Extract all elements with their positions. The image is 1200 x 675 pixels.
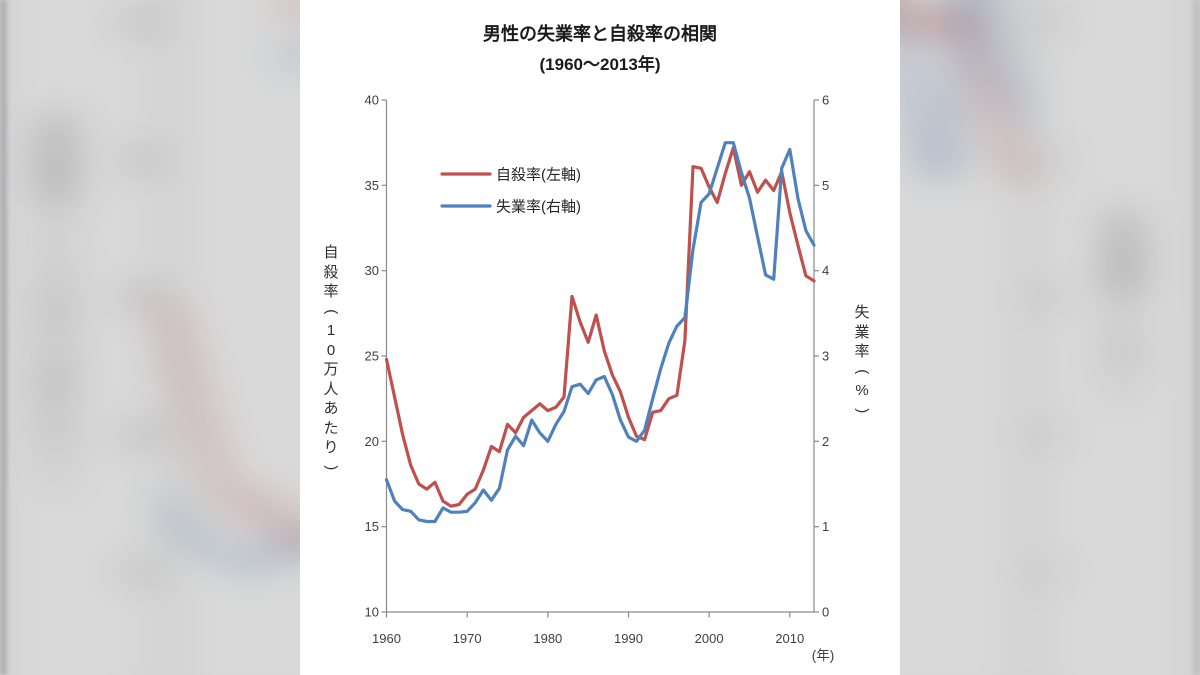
legend-label-unemployment-rate: 失業率(右軸) [496,199,581,216]
left-tick-label: 15 [365,519,379,534]
right-tick-label: 1 [822,519,829,534]
svg-text:20: 20 [124,424,153,447]
suicide-rate-line [384,146,816,508]
right-tick-label: 3 [822,349,829,364]
x-tick-label: 1990 [614,631,643,646]
legend-label-suicide-rate: 自殺率(左軸) [496,167,581,184]
right-axis-title: 失業率(%) [853,304,871,413]
chart-panel: 男性の失業率と自殺率の相関 (1960〜2013年) 自殺率(1 0 万人あたり) … [300,0,900,675]
right-tick-label: 4 [822,263,829,278]
chart-title: 男性の失業率と自殺率の相関 [483,24,717,44]
right-tick-label: 6 [822,93,829,108]
left-axis-title: 自殺率(1 0 万人あたり) [322,244,340,470]
svg-text:2: 2 [1043,424,1058,447]
svg-text:1: 1 [1043,561,1058,584]
left-tick-label: 40 [365,93,379,108]
left-tick-label: 20 [365,434,379,449]
x-tick-label: 1980 [533,631,562,646]
left-tick-label: 25 [365,349,379,364]
right-tick-label: 5 [822,178,829,193]
x-tick-label: 1970 [453,631,482,646]
unemployment-rate-line [384,141,816,524]
left-tick-label: 35 [365,178,379,193]
svg-text:15: 15 [124,561,153,584]
svg-text:4: 4 [1043,149,1058,172]
x-tick-label: 1960 [372,631,401,646]
x-axis-unit-label: (年) [812,648,835,663]
right-tick-label: 0 [822,605,829,620]
chart-subtitle: (1960〜2013年) [539,55,661,74]
x-tick-label: 2010 [775,631,804,646]
svg-text:30: 30 [124,149,153,172]
left-axis-ticks: 40 35 30 25 20 15 10 [365,93,387,620]
svg-text:35: 35 [124,12,153,35]
left-tick-label: 30 [365,263,379,278]
svg-text:3: 3 [1043,287,1058,310]
x-axis-ticks: 1960 1970 1980 1990 2000 2010 [372,612,804,646]
backdrop-edge-shade-left [0,0,7,675]
svg-text:25: 25 [124,287,153,310]
x-tick-label: 2000 [695,631,724,646]
left-tick-label: 10 [365,605,379,620]
backdrop-edge-shade-right [1193,0,1200,675]
right-axis-ticks: 6 5 4 3 2 1 0 [814,93,829,620]
svg-text:5: 5 [1043,12,1058,35]
right-tick-label: 2 [822,434,829,449]
legend: 自殺率(左軸) 失業率(右軸) [440,167,581,216]
